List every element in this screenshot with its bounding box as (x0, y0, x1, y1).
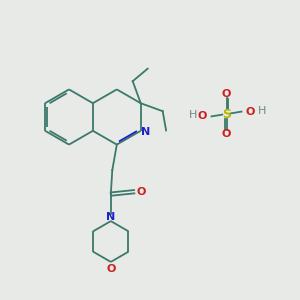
Text: O: O (246, 106, 255, 117)
Text: N: N (142, 127, 151, 137)
Text: S: S (222, 107, 231, 121)
Text: H: H (257, 106, 266, 116)
Text: O: O (222, 129, 231, 140)
Text: O: O (222, 88, 231, 99)
Text: H: H (189, 110, 198, 120)
Text: O: O (198, 111, 207, 122)
Text: O: O (136, 187, 146, 197)
Text: O: O (106, 263, 116, 274)
Text: N: N (106, 212, 116, 222)
